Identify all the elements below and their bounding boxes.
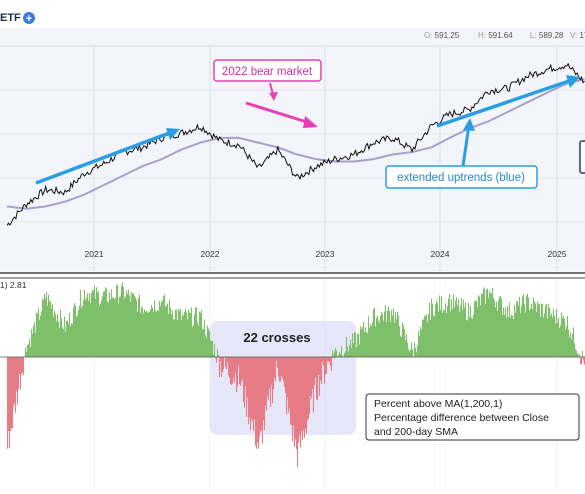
ohlcv-label: H:: [478, 31, 488, 40]
symbol-title: ETF: [0, 12, 21, 24]
uptrend-arrow-1: [35, 128, 180, 185]
grid: [0, 46, 585, 489]
ohlcv-value: 589.28: [539, 31, 564, 40]
indicator-area: [6, 282, 585, 467]
ohlcv-label: L:: [530, 31, 539, 40]
x-tick-label: 2025: [548, 249, 567, 259]
ohlcv-value: 591.25: [435, 31, 460, 40]
crosses-label: 22 crosses: [243, 330, 310, 345]
indicator-panel-label: 1) 2.81: [0, 280, 27, 290]
ohlcv-value: 591.64: [488, 31, 513, 40]
indicator-desc-line-1: Percent above MA(1,200,1): [374, 398, 502, 410]
bear-arrow-down: [269, 82, 278, 101]
bear-market-label: 2022 bear market: [222, 66, 313, 78]
ohlcv-item: H: 591.64: [478, 31, 513, 40]
add-symbol-button[interactable]: +: [23, 12, 35, 25]
indicator-desc-line-3: and 200-day SMA: [374, 426, 458, 438]
uptrends-label: extended uptrends (blue): [397, 172, 525, 184]
x-tick-label: 2021: [85, 249, 104, 259]
x-tick-label: 2022: [201, 249, 220, 259]
partial-label-box: [579, 140, 585, 174]
sma-200-line: [6, 78, 585, 210]
x-axis: 2021 2022 2023 2024 2025: [85, 249, 567, 259]
plus-icon: +: [26, 13, 32, 25]
ohlcv-item: L: 589.28: [530, 31, 564, 40]
indicator-desc-line-2: Percentage difference between Close: [374, 412, 549, 424]
price-line: [6, 62, 585, 226]
x-tick-label: 2024: [431, 249, 450, 259]
uptrends-label-box: extended uptrends (blue): [385, 165, 538, 189]
uptrend-arrow-2: [436, 75, 580, 128]
ohlcv-item: O: 591.25: [424, 31, 460, 40]
callout-arrow-up: [461, 118, 475, 167]
ohlcv-item: V: 17.2: [570, 31, 585, 40]
ohlcv-label: O:: [424, 31, 435, 40]
indicator-description-box: Percent above MA(1,200,1) Percentage dif…: [365, 393, 580, 441]
bear-trend-arrow: [245, 101, 318, 128]
header-bar: [0, 0, 585, 28]
ohlcv-readout: O: 591.25 H: 591.64 L: 589.28 V: 17.2: [424, 31, 585, 40]
bear-market-label-box: 2022 bear market: [213, 59, 322, 82]
ohlcv-label: V:: [570, 31, 579, 40]
x-tick-label: 2023: [316, 249, 335, 259]
ohlcv-value: 17.2: [579, 31, 585, 40]
